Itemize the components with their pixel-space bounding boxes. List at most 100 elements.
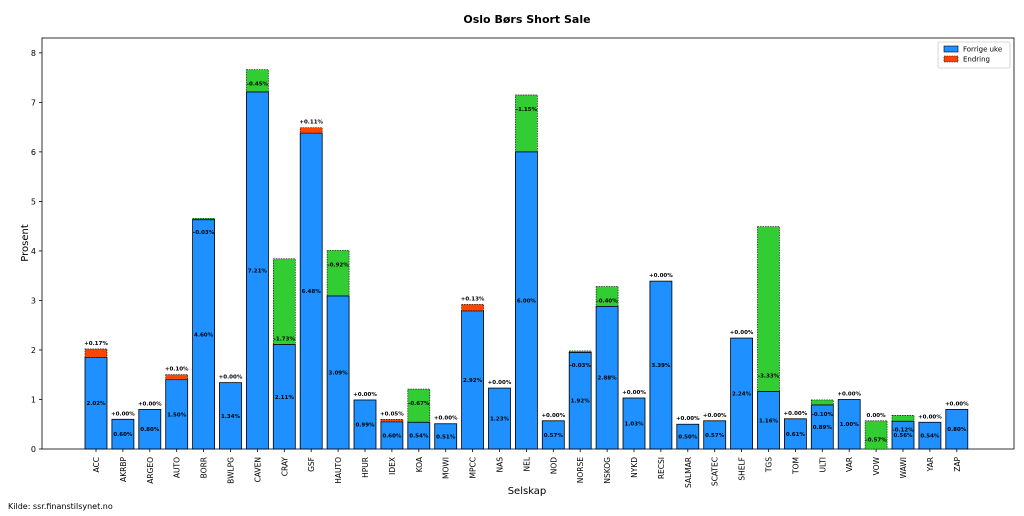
- x-tick-label: IDEX: [388, 457, 397, 475]
- forrige-value-label: 1.23%: [490, 417, 510, 423]
- forrige-value-label: 2.24%: [732, 392, 752, 398]
- x-axis-label: Selskap: [508, 486, 547, 497]
- x-tick-label: TGS: [765, 457, 774, 473]
- x-tick-label: BWLPG: [227, 457, 236, 484]
- endring-value-label: +0.00%: [541, 413, 565, 419]
- x-tick-label: AKRBP: [119, 457, 128, 482]
- forrige-value-label: 0.57%: [705, 433, 725, 439]
- forrige-value-label: 0.80%: [947, 427, 967, 433]
- x-tick-label: ARGEO: [146, 457, 155, 484]
- endring-value-label: +0.00%: [138, 401, 162, 407]
- x-tick-label: HPUR: [361, 457, 370, 478]
- y-tick-label: 0: [31, 445, 36, 454]
- forrige-value-label: 2.02%: [86, 401, 106, 407]
- endring-value-label: -1.15%: [516, 107, 538, 113]
- x-tick-label: SHELF: [738, 457, 747, 481]
- endring-value-label: -0.12%: [892, 427, 914, 433]
- endring-value-label: -0.45%: [247, 82, 269, 88]
- endring-value-label: -0.40%: [596, 299, 618, 305]
- endring-bar: [864, 420, 888, 450]
- y-tick-label: 1: [31, 395, 36, 404]
- endring-bar: [891, 415, 915, 422]
- endring-bar: [326, 250, 350, 297]
- y-tick-label: 6: [31, 148, 36, 157]
- x-tick-label: NSKOG: [603, 457, 612, 484]
- forrige-value-label: 1.16%: [759, 418, 779, 424]
- endring-value-label: -0.92%: [327, 262, 349, 268]
- endring-value-label: -1.73%: [274, 337, 296, 343]
- forrige-value-label: 0.54%: [409, 434, 429, 440]
- x-tick-label: NORSE: [576, 457, 585, 483]
- forrige-value-label: 0.56%: [893, 433, 913, 439]
- endring-value-label: +0.00%: [622, 390, 646, 396]
- x-tick-label: CAVEN: [253, 457, 262, 482]
- endring-bar: [84, 348, 108, 358]
- y-tick-label: 7: [31, 98, 36, 107]
- forrige-value-label: 1.34%: [221, 414, 241, 420]
- endring-bar: [272, 258, 296, 345]
- x-tick-label: VOW: [872, 456, 881, 475]
- endring-value-label: +0.11%: [299, 120, 323, 126]
- legend: Forrige uke Endring: [937, 41, 1011, 69]
- endring-bar: [380, 418, 404, 423]
- legend-swatch-forrige: [943, 45, 959, 53]
- endring-value-label: +0.05%: [380, 411, 404, 417]
- forrige-value-label: 2.88%: [598, 376, 618, 382]
- endring-bar: [515, 94, 538, 153]
- x-tick-label: TOM: [791, 457, 800, 475]
- legend-label-forrige: Forrige uke: [963, 46, 1002, 54]
- forrige-value-label: 0.61%: [786, 432, 806, 438]
- endring-value-label: +0.17%: [84, 341, 108, 347]
- forrige-value-label: 2.92%: [463, 378, 483, 384]
- y-tick-label: 2: [31, 346, 36, 355]
- x-tick-label: YAR: [926, 457, 935, 472]
- endring-value-label: -0.03%: [193, 230, 215, 236]
- forrige-value-label: 3.39%: [651, 363, 671, 369]
- legend-swatch-endring: [943, 55, 959, 63]
- endring-bar: [757, 226, 780, 392]
- x-tick-label: MPCC: [469, 457, 478, 478]
- endring-value-label: -0.10%: [812, 412, 834, 418]
- x-tick-label: NOD: [549, 457, 558, 475]
- endring-value-label: +0.00%: [918, 414, 942, 420]
- endring-value-label: +0.00%: [488, 380, 512, 386]
- x-tick-label: WAWI: [899, 457, 908, 478]
- endring-value-label: +0.00%: [676, 416, 700, 422]
- forrige-value-label: 0.50%: [678, 435, 698, 441]
- forrige-value-label: 0.60%: [382, 433, 402, 439]
- y-axis: 0 1 2 3 4 5 6 7 8: [31, 49, 42, 454]
- endring-value-label: +0.13%: [461, 296, 485, 302]
- x-tick-label: KOA: [415, 456, 424, 472]
- x-tick-label: MOWI: [442, 457, 451, 479]
- endring-value-label: -3.33%: [758, 374, 780, 380]
- x-tick-label: ACC: [92, 457, 101, 472]
- forrige-value-label: 0.80%: [140, 427, 160, 433]
- endring-value-label: +0.00%: [649, 273, 673, 279]
- forrige-value-label: 0.57%: [544, 433, 564, 439]
- endring-value-label: +0.00%: [111, 411, 135, 417]
- x-axis: ACC AKRBP ARGEO AUTO BORR BWLPG CAVEN CRAY GSF HA…: [92, 449, 962, 488]
- endring-value-label: -0.03%: [570, 363, 592, 369]
- forrige-value-label: -0.57%: [865, 438, 887, 444]
- endring-bar: [192, 217, 215, 221]
- x-tick-label: NAS: [496, 457, 505, 473]
- endring-value-label: -0.67%: [408, 401, 430, 407]
- x-tick-label: RECSI: [657, 457, 666, 479]
- forrige-value-label: 1.50%: [167, 412, 187, 418]
- forrige-value-label: 1.92%: [571, 399, 591, 405]
- forrige-value-label: 0.99%: [355, 422, 375, 428]
- x-tick-label: ULTI: [818, 457, 827, 472]
- x-tick-label: SCATEC: [711, 457, 720, 486]
- endring-value-label: +0.00%: [730, 330, 754, 336]
- endring-bar: [461, 304, 484, 312]
- x-tick-label: ZAP: [953, 457, 962, 472]
- y-tick-label: 5: [31, 197, 36, 206]
- x-tick-label: CRAY: [280, 457, 289, 477]
- forrige-value-label: 3.09%: [329, 370, 349, 376]
- forrige-value-label: 0.54%: [920, 434, 940, 440]
- y-tick-label: 8: [31, 49, 36, 58]
- x-tick-label: GSF: [307, 457, 316, 472]
- endring-bar: [810, 399, 834, 406]
- bars-layer: 2.02% +0.17% 0.60% +0.00% 0.80% +0.00% 1.50% +0…: [84, 69, 969, 450]
